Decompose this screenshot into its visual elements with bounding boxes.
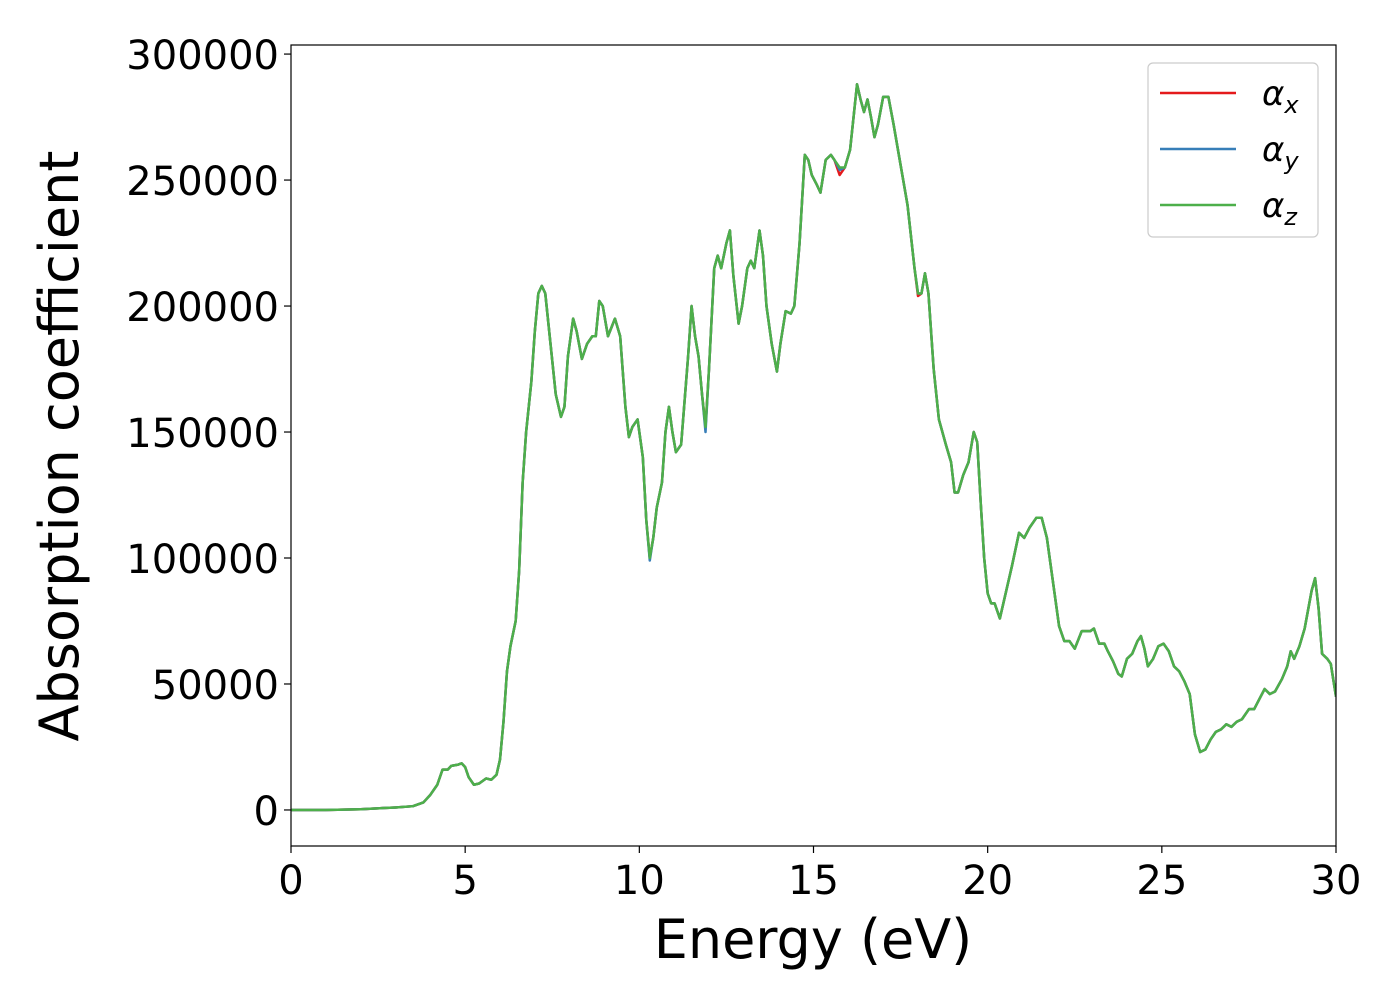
y-tick-label: 300000 bbox=[126, 33, 279, 79]
y-tick-label: 0 bbox=[254, 789, 279, 835]
y-tick-label: 150000 bbox=[126, 411, 279, 457]
y-tick-label: 100000 bbox=[126, 537, 279, 583]
series-line bbox=[291, 83, 1336, 812]
x-tick-label: 5 bbox=[452, 858, 477, 904]
x-tick-label: 0 bbox=[278, 858, 303, 904]
x-axis-label: Energy (eV) bbox=[654, 908, 973, 971]
y-axis-label: Absorption coefficient bbox=[28, 151, 91, 742]
x-tick-label: 20 bbox=[962, 858, 1013, 904]
y-tick-label: 200000 bbox=[126, 285, 279, 331]
axes-frame bbox=[290, 44, 1337, 847]
x-tick-label: 10 bbox=[614, 858, 665, 904]
x-tick-label: 25 bbox=[1136, 858, 1187, 904]
y-tick-label: 50000 bbox=[152, 663, 279, 709]
x-tick-label: 30 bbox=[1311, 858, 1362, 904]
y-tick-label: 250000 bbox=[126, 159, 279, 205]
legend-label: αz bbox=[1262, 186, 1298, 231]
x-tick-label: 15 bbox=[788, 858, 839, 904]
plot-area bbox=[291, 83, 1336, 812]
